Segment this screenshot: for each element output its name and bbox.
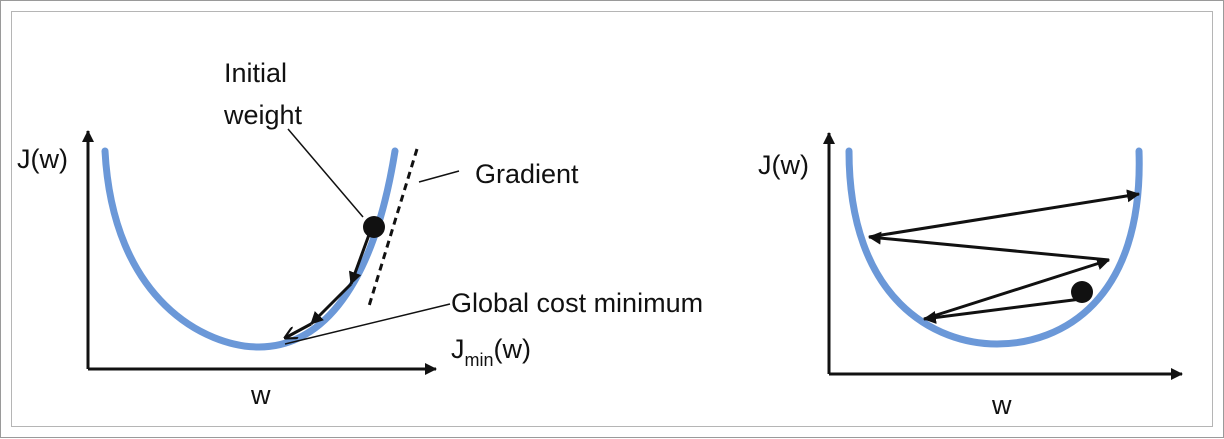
right-cost-curve <box>845 147 1143 348</box>
descent-step-arrow-2 <box>309 282 353 326</box>
left-cost-curve <box>101 147 399 351</box>
initial-weight-point <box>363 216 385 238</box>
descent-step-arrow-3 <box>285 322 312 338</box>
right-x-axis-label: w <box>991 390 1012 420</box>
left-panel: J(w) w Initial weight Gradient Global co… <box>17 58 703 410</box>
gradient-leader-line <box>418 170 460 183</box>
descent-step-arrow-1 <box>348 231 372 286</box>
left-y-axis-label: J(w) <box>17 144 68 174</box>
overshoot-step-arrow-1 <box>922 297 1082 324</box>
right-panel: J(w) w <box>758 132 1183 420</box>
gradient-tangent-line <box>367 148 419 307</box>
initial-weight-leader-line <box>287 128 364 218</box>
global-minimum-leader-line <box>284 303 451 345</box>
initial-weight-label-line1: Initial <box>224 58 287 88</box>
left-x-axis-label: w <box>250 380 271 410</box>
figure-inner-border <box>11 11 1213 427</box>
jmin-label: Jmin(w) <box>451 334 531 370</box>
global-cost-minimum-label: Global cost minimum <box>451 288 703 318</box>
overshoot-step-arrow-2 <box>923 257 1111 321</box>
right-y-axis-label: J(w) <box>758 150 809 180</box>
overshoot-step-arrow-4 <box>868 189 1141 239</box>
right-weight-point <box>1071 281 1093 303</box>
overshoot-step-arrow-3 <box>867 231 1110 262</box>
gradient-label: Gradient <box>475 159 579 189</box>
initial-weight-label-line2: weight <box>223 100 303 130</box>
